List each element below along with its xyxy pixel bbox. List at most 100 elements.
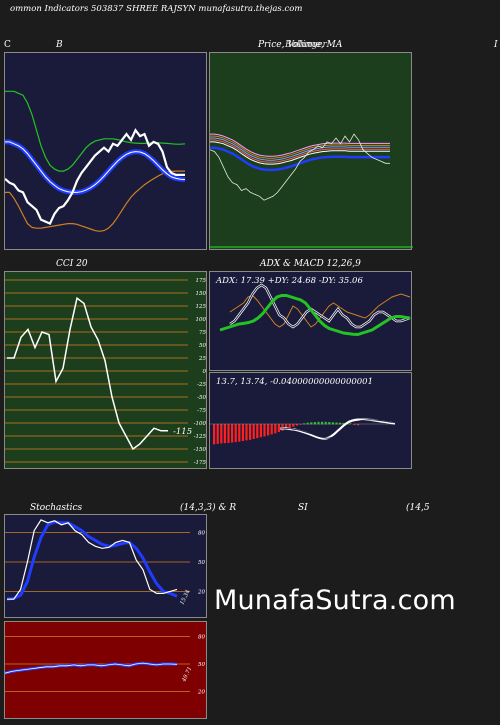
adx-main-line <box>219 294 411 337</box>
price-ma-line-1 <box>210 141 390 165</box>
macd-histogram-bar <box>335 422 338 425</box>
macd-histogram-bar <box>317 421 320 425</box>
cci-line <box>7 296 168 451</box>
cci-chart: 175 150 125 100 75 50 25 0 -25 -50 -75 -100 -125 -150… <box>5 278 207 466</box>
bollinger-middle-core <box>5 141 186 193</box>
rsi-tick-label: 80 <box>198 634 205 640</box>
macd-histogram-bar <box>288 424 291 429</box>
macd-histogram-bar <box>227 424 230 443</box>
stoch-title-left: Stochastics <box>30 503 83 513</box>
brand-watermark: MunafaSutra.com <box>214 585 456 616</box>
macd-histogram-bar <box>220 424 223 444</box>
cci-tick-label: -100 <box>194 421 207 427</box>
adx-values: ADX: 17.39 +DY: 24.68 -DY: 35.06 <box>216 276 363 286</box>
stoch-title-right: (14,5 <box>406 503 430 513</box>
cci-tick-label: 25 <box>198 356 206 362</box>
right-marker: I <box>494 40 498 50</box>
macd-histogram-bar <box>285 424 288 430</box>
price-title-overlap: Bollinger <box>285 40 327 50</box>
macd-histogram-bar <box>252 424 255 440</box>
macd-histogram-bar <box>238 424 241 442</box>
stoch-title-mid: (14,3,3) & R <box>180 503 237 513</box>
macd-histogram-bar <box>241 424 244 441</box>
macd-histogram-bar <box>245 424 248 441</box>
price-ma-line-4 <box>210 135 390 159</box>
bollinger-chart <box>5 90 186 232</box>
stoch-k-line <box>7 519 178 600</box>
macd-histogram-bar <box>259 424 262 438</box>
macd-histogram-bar <box>267 424 270 436</box>
cci-tick-label: 150 <box>196 291 207 297</box>
rsi-tick-label: 50 <box>198 662 205 668</box>
stoch-tick-label: 50 <box>198 560 205 566</box>
adx-chart <box>219 283 411 337</box>
rsi-line-core <box>5 662 178 674</box>
header-text: ommon Indicators 503837 SHREE RAJSYN mun… <box>10 4 303 14</box>
cci-value-label: -115 <box>173 427 192 437</box>
macd-signal-line <box>279 419 396 439</box>
macd-histogram-bar <box>263 424 266 437</box>
adx-panel: ADX: 17.39 +DY: 24.68 -DY: 35.06 <box>209 271 412 371</box>
macd-histogram-bar <box>277 424 280 432</box>
bollinger-price-line <box>5 128 185 226</box>
rsi-tick-label: 20 <box>197 690 205 696</box>
macd-histogram-bar <box>295 424 298 426</box>
macd-histogram-bar <box>270 424 273 435</box>
bollinger-title: B <box>56 40 63 50</box>
cci-tick-label: -50 <box>197 395 206 401</box>
macd-histogram-bar <box>234 424 237 443</box>
macd-histogram-bar <box>342 422 345 425</box>
macd-histogram-bar <box>324 421 327 425</box>
macd-chart <box>210 418 396 445</box>
price-panel <box>209 52 413 250</box>
rsi-panel: 80 50 20 49.71 <box>4 621 207 719</box>
cci-tick-label: -175 <box>194 460 207 466</box>
adx-title: ADX & MACD 12,26,9 <box>260 259 361 269</box>
cci-tick-label: 175 <box>196 278 207 284</box>
macd-histogram-bar <box>357 424 360 426</box>
cci-tick-label: 50 <box>199 343 206 349</box>
adx-plus-dy-core <box>229 284 411 328</box>
cci-tick-label: 75 <box>199 330 206 336</box>
cci-tick-label: -25 <box>197 382 206 388</box>
macd-values: 13.7, 13.74, -0.04000000000000001 <box>216 377 373 387</box>
macd-histogram-bar <box>299 424 302 425</box>
cci-tick-label: 100 <box>196 317 207 323</box>
macd-histogram-bar <box>216 424 219 444</box>
macd-histogram-bar <box>213 424 216 445</box>
cci-tick-label: -150 <box>194 447 207 453</box>
price-chart <box>210 133 413 248</box>
stoch-tick-label: 20 <box>197 589 205 595</box>
macd-histogram-bar <box>328 422 331 425</box>
price-ma-line-3 <box>210 137 390 161</box>
c-marker: C <box>4 40 11 50</box>
cci-title: CCI 20 <box>56 259 88 269</box>
price-line <box>210 133 390 201</box>
price-ma-blue <box>210 146 390 172</box>
rsi-value-label: 49.71 <box>181 666 194 684</box>
stoch-d-line <box>6 520 178 601</box>
stoch-tick-label: 80 <box>198 531 205 537</box>
cci-tick-label: -75 <box>197 408 206 414</box>
macd-panel: 13.7, 13.74, -0.04000000000000001 <box>209 372 412 469</box>
macd-histogram-bar <box>274 424 277 434</box>
bollinger-panel <box>4 52 207 250</box>
macd-histogram-bar <box>231 424 234 443</box>
macd-histogram-bar <box>256 424 259 439</box>
adx-minus-dy-line <box>229 293 411 328</box>
cci-tick-label: -125 <box>194 434 207 440</box>
macd-histogram-bar <box>292 424 295 427</box>
macd-histogram-bar <box>306 422 309 425</box>
macd-histogram-bar <box>353 424 356 425</box>
macd-histogram-bar <box>339 422 342 425</box>
macd-histogram-bar <box>331 422 334 425</box>
macd-histogram-bar <box>249 424 252 440</box>
price-ma-line-2 <box>210 139 390 163</box>
bollinger-lower-band <box>5 170 185 232</box>
macd-histogram-bar <box>223 424 226 444</box>
macd-histogram-bar <box>310 422 313 425</box>
stoch-title-si: SI <box>298 503 308 513</box>
